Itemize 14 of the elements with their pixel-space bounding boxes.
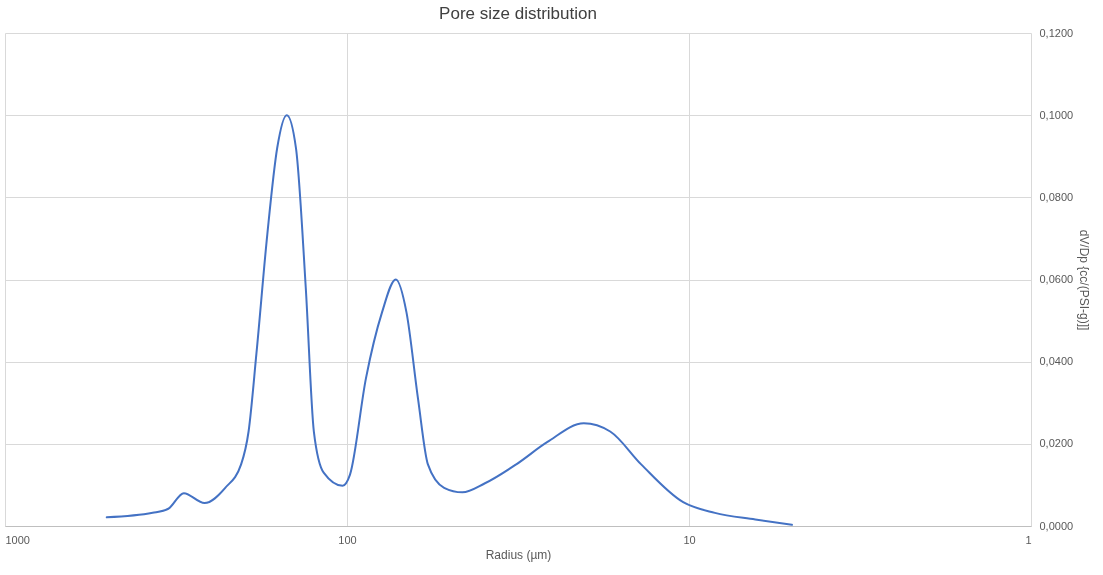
y-axis-title: dV/Dp {cc/(PSI-g)]] [1077,229,1092,331]
x-tick-label: 1 [1025,533,1032,546]
x-tick-label: 100 [338,533,357,546]
x-tick-label: 1000 [5,533,30,546]
y-tick-label: 0,0800 [1039,190,1074,203]
x-tick-label: 10 [683,533,696,546]
chart-title: Pore size distribution [439,4,597,23]
y-tick-label: 0,1000 [1039,108,1074,121]
y-tick-label: 0,0000 [1039,519,1074,532]
y-tick-label: 0,1200 [1039,26,1074,39]
y-tick-label: 0,0200 [1039,437,1074,450]
y-tick-label: 0,0400 [1039,355,1074,368]
x-axis-title: Radius (µm) [485,547,552,562]
y-tick-label: 0,0600 [1039,273,1074,285]
